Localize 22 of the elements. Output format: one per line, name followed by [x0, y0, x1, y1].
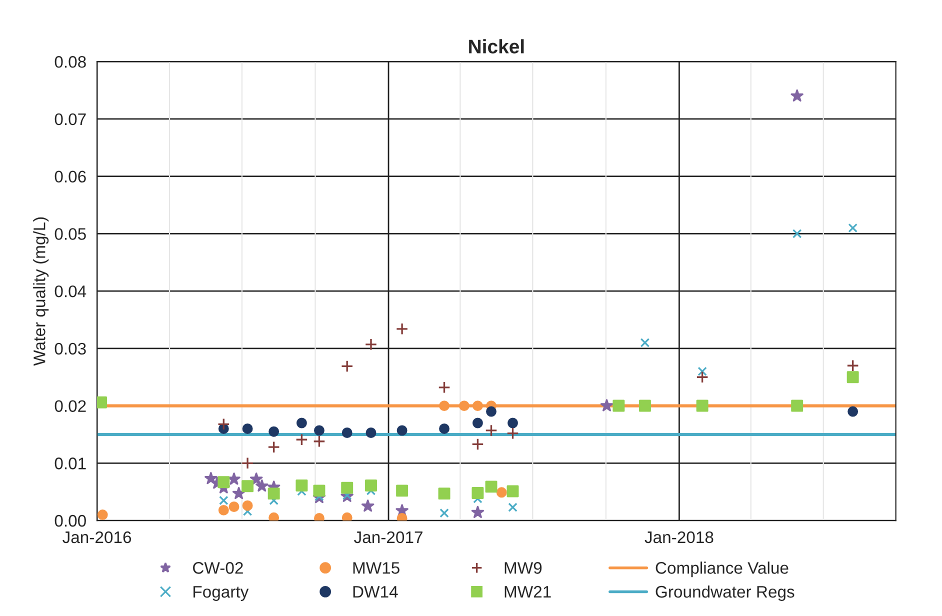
y-tick-label: 0.06 [54, 170, 86, 183]
legend-label: Groundwater Regs [656, 585, 794, 601]
x-tick-label: Jan-2017 [354, 531, 422, 544]
legend-label: MW21 [504, 586, 551, 598]
x-tick-label: Jan-2018 [644, 531, 714, 544]
y-tick-label: 0.07 [54, 113, 86, 126]
y-tick-label: 0.08 [54, 56, 86, 68]
chart-title: Nickel [469, 39, 524, 54]
y-tick-label: 0.02 [54, 400, 86, 412]
y-tick-label: 0.04 [54, 285, 86, 298]
legend-label: Fogarty [194, 586, 249, 601]
legend-label: DW14 [353, 586, 398, 598]
legend-label: Compliance Value [656, 562, 788, 578]
y-tick-label: 0.03 [54, 342, 86, 355]
y-tick-label: 0.01 [54, 458, 86, 470]
y-tick-label: 0.05 [54, 228, 86, 240]
legend-label: MW15 [353, 562, 400, 574]
y-axis-title: Water quality (mg/L) [33, 217, 49, 366]
y-tick-label: 0.00 [54, 514, 86, 527]
x-tick-label: Jan-2016 [62, 531, 132, 544]
legend-label: CW-02 [193, 562, 243, 574]
legend-label: MW9 [504, 562, 542, 574]
